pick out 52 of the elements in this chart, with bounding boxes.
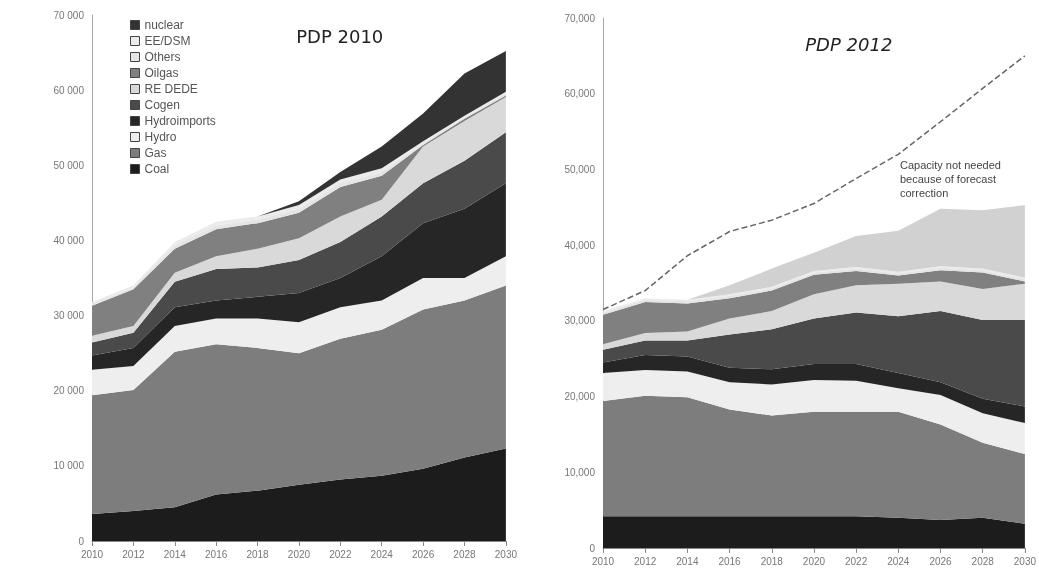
text: PDP 2010	[296, 25, 384, 47]
y-tick-label: 20,000	[564, 391, 596, 403]
y-tick-label: 30 000	[53, 310, 85, 322]
x-tick-label: 2010	[591, 555, 615, 567]
y-tick-label: 50,000	[564, 163, 596, 175]
legend-label: RE DEDE	[144, 82, 198, 96]
x-tick-label: 2024	[370, 548, 394, 560]
x-tick-label: 2030	[1013, 555, 1037, 567]
text: PDP 2012	[805, 33, 893, 55]
y-tick-label: 60,000	[564, 88, 596, 100]
legend-label: Coal	[144, 162, 170, 176]
legend-label: Others	[144, 50, 181, 64]
x-tick-label: 2022	[329, 548, 352, 560]
line-series	[602, 55, 1026, 311]
x-tick-label: 2016	[718, 555, 742, 567]
legend-label: EE/DSM	[144, 34, 191, 48]
x-tick-label: 2010	[80, 548, 104, 560]
y-tick-label: 40,000	[564, 239, 596, 251]
x-tick-label: 2012	[122, 548, 145, 560]
y-tick-label: 60 000	[53, 84, 85, 96]
x-tick-label: 2014	[163, 548, 187, 560]
x-tick-label: 2024	[887, 555, 910, 567]
x-tick-label: 2020	[802, 555, 826, 567]
y-tick-label: 20 000	[53, 385, 85, 397]
legend-label: Gas	[144, 146, 167, 160]
x-tick-label: 2026	[411, 548, 435, 560]
annotation: Capacity not needed because of forecast correction	[900, 159, 1004, 199]
legend-label: Oilgas	[144, 66, 179, 80]
x-tick-label: 2022	[845, 555, 868, 567]
y-tick-label: 0	[589, 542, 596, 554]
y-tick-label: 10 000	[53, 460, 85, 472]
y-tick-label: 70,000	[564, 12, 596, 24]
x-tick-label: 2016	[205, 548, 228, 560]
x-tick-label: 2012	[634, 555, 657, 567]
legend-label: Cogen	[144, 98, 180, 112]
y-tick-label: 70 000	[53, 9, 85, 21]
y-tick-label: 50 000	[53, 159, 85, 171]
legend-label: Hydro	[144, 130, 177, 144]
x-tick-label: 2028	[453, 548, 477, 560]
x-tick-label: 2028	[971, 555, 995, 567]
y-tick-label: 30,000	[564, 315, 596, 327]
x-tick-label: 2026	[929, 555, 953, 567]
x-tick-label: 2020	[287, 548, 311, 560]
x-tick-label: 2018	[760, 555, 784, 567]
y-tick-label: 0	[78, 535, 85, 547]
legend-label: nuclear	[144, 18, 184, 32]
x-tick-label: 2030	[494, 548, 518, 560]
legend-label: Hydroimports	[144, 114, 216, 128]
y-tick-label: 40 000	[53, 234, 85, 246]
x-tick-label: 2018	[246, 548, 270, 560]
y-tick-label: 10,000	[564, 466, 596, 478]
x-tick-label: 2014	[676, 555, 699, 567]
